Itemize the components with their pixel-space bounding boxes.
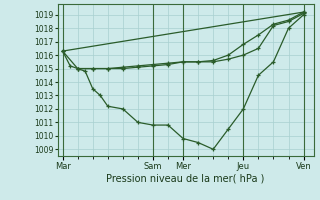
X-axis label: Pression niveau de la mer( hPa ): Pression niveau de la mer( hPa ) (107, 173, 265, 183)
